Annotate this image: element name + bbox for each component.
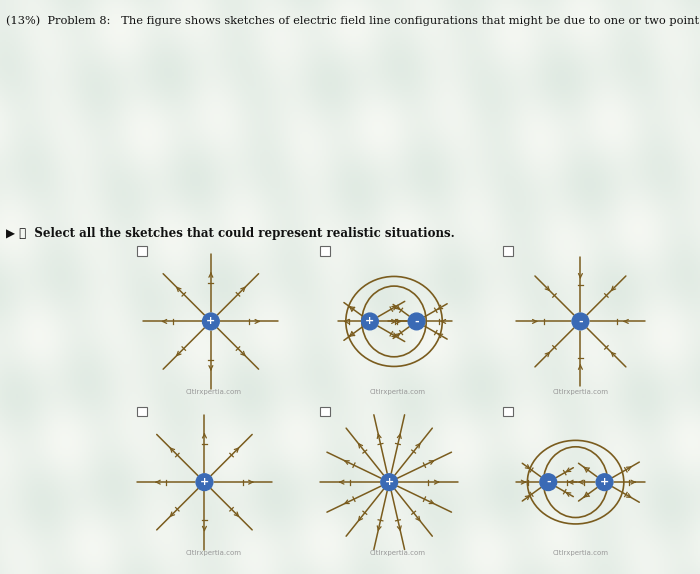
Circle shape — [408, 313, 425, 330]
Text: ▶ ⚠  Select all the sketches that could represent realistic situations.: ▶ ⚠ Select all the sketches that could r… — [6, 227, 454, 240]
Circle shape — [381, 474, 398, 491]
Text: +: + — [600, 477, 609, 487]
Text: Citlrxpertia.com: Citlrxpertia.com — [186, 389, 242, 395]
FancyBboxPatch shape — [320, 406, 330, 416]
Text: (13%)  Problem 8:   The figure shows sketches of electric field line configurati: (13%) Problem 8: The figure shows sketch… — [6, 15, 700, 26]
Text: Citlrxpertia.com: Citlrxpertia.com — [552, 550, 608, 556]
FancyBboxPatch shape — [503, 246, 513, 255]
Text: Citlrxpertia.com: Citlrxpertia.com — [370, 550, 426, 556]
Text: +: + — [206, 316, 216, 327]
FancyBboxPatch shape — [320, 246, 330, 255]
Circle shape — [202, 313, 219, 330]
Circle shape — [196, 474, 213, 491]
FancyBboxPatch shape — [137, 246, 146, 255]
Circle shape — [596, 474, 613, 491]
Text: -: - — [414, 316, 419, 327]
Text: +: + — [384, 477, 394, 487]
Text: Citlrxpertia.com: Citlrxpertia.com — [552, 389, 608, 395]
Circle shape — [540, 474, 557, 491]
Text: Citlrxpertia.com: Citlrxpertia.com — [186, 550, 242, 556]
Circle shape — [362, 313, 378, 330]
Text: -: - — [546, 477, 551, 487]
Circle shape — [572, 313, 589, 330]
Text: +: + — [365, 316, 375, 327]
FancyBboxPatch shape — [137, 406, 146, 416]
Text: +: + — [199, 477, 209, 487]
Text: -: - — [578, 316, 582, 327]
Text: Citlrxpertia.com: Citlrxpertia.com — [370, 389, 426, 395]
FancyBboxPatch shape — [503, 406, 513, 416]
